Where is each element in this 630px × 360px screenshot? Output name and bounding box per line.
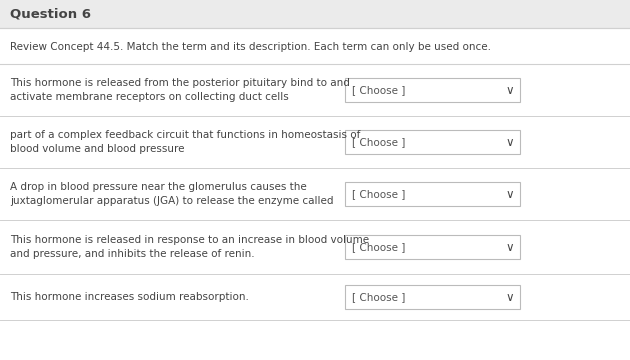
Text: [ Choose ]: [ Choose ] bbox=[352, 85, 405, 95]
Bar bbox=[0, 64, 630, 116]
Text: [ Choose ]: [ Choose ] bbox=[352, 189, 405, 199]
Text: [ Choose ]: [ Choose ] bbox=[352, 137, 405, 147]
Bar bbox=[345, 182, 520, 206]
Text: ∨: ∨ bbox=[506, 136, 514, 149]
Text: ∨: ∨ bbox=[506, 241, 514, 254]
Text: [ Choose ]: [ Choose ] bbox=[352, 292, 405, 302]
Bar bbox=[345, 130, 520, 154]
Text: This hormone increases sodium reabsorption.: This hormone increases sodium reabsorpti… bbox=[10, 292, 249, 302]
Text: This hormone is released in response to an increase in blood volume
and pressure: This hormone is released in response to … bbox=[10, 235, 369, 259]
Bar bbox=[0, 220, 630, 274]
Text: part of a complex feedback circuit that functions in homeostasis of
blood volume: part of a complex feedback circuit that … bbox=[10, 130, 360, 154]
Text: [ Choose ]: [ Choose ] bbox=[352, 242, 405, 252]
Text: ∨: ∨ bbox=[506, 291, 514, 304]
Text: ∨: ∨ bbox=[506, 84, 514, 97]
Text: A drop in blood pressure near the glomerulus causes the
juxtaglomerular apparatu: A drop in blood pressure near the glomer… bbox=[10, 182, 333, 206]
Bar bbox=[0, 0, 630, 28]
Bar bbox=[0, 116, 630, 168]
Bar bbox=[345, 285, 520, 309]
Text: Question 6: Question 6 bbox=[10, 8, 91, 21]
Bar bbox=[0, 274, 630, 320]
Bar bbox=[0, 168, 630, 220]
Bar bbox=[345, 235, 520, 259]
Text: Review Concept 44.5. Match the term and its description. Each term can only be u: Review Concept 44.5. Match the term and … bbox=[10, 42, 491, 52]
Text: This hormone is released from the posterior pituitary bind to and
activate membr: This hormone is released from the poster… bbox=[10, 78, 350, 102]
Text: ∨: ∨ bbox=[506, 188, 514, 201]
Bar bbox=[345, 78, 520, 102]
